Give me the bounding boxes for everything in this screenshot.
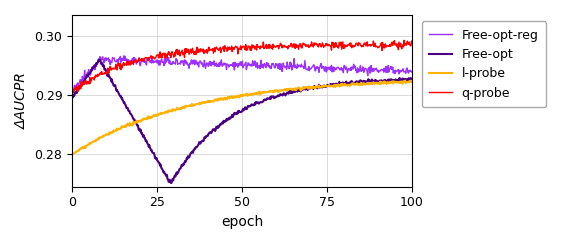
Free-opt-reg <box>120 54 127 57</box>
q-probe <box>409 42 415 45</box>
Line: Free-opt: Free-opt <box>72 60 412 183</box>
q-probe <box>70 91 76 94</box>
l-probe <box>156 113 163 116</box>
Free-opt <box>270 95 277 98</box>
l-probe <box>402 79 409 82</box>
Free-opt <box>129 116 136 119</box>
Free-opt-reg <box>270 62 277 65</box>
Free-opt-reg <box>296 64 303 67</box>
Free-opt-reg <box>409 71 415 74</box>
l-probe <box>129 123 135 126</box>
q-probe <box>129 60 136 63</box>
Free-opt <box>224 119 230 122</box>
Legend: Free-opt-reg, Free-opt, l-probe, q-probe: Free-opt-reg, Free-opt, l-probe, q-probe <box>422 21 546 107</box>
Line: q-probe: q-probe <box>72 40 412 92</box>
Line: Free-opt-reg: Free-opt-reg <box>72 56 412 92</box>
Line: l-probe: l-probe <box>72 81 412 154</box>
Free-opt <box>326 84 333 87</box>
X-axis label: epoch: epoch <box>221 215 263 229</box>
Free-opt-reg <box>157 63 164 66</box>
Free-opt-reg <box>223 68 230 71</box>
l-probe <box>223 98 229 101</box>
Free-opt <box>297 89 303 92</box>
q-probe <box>69 88 75 91</box>
q-probe <box>296 42 303 45</box>
Free-opt <box>168 182 175 184</box>
Free-opt-reg <box>129 57 136 60</box>
Free-opt-reg <box>325 66 332 69</box>
Free-opt <box>69 96 75 99</box>
q-probe <box>270 43 277 46</box>
l-probe <box>269 91 276 93</box>
l-probe <box>409 81 415 83</box>
l-probe <box>325 85 332 88</box>
Free-opt <box>96 58 102 61</box>
Y-axis label: ΔAUCPR: ΔAUCPR <box>15 72 29 129</box>
l-probe <box>296 87 302 90</box>
Free-opt-reg <box>69 91 75 94</box>
q-probe <box>223 48 230 51</box>
q-probe <box>157 51 164 53</box>
l-probe <box>69 152 75 155</box>
Free-opt <box>157 164 164 167</box>
q-probe <box>325 43 332 46</box>
Free-opt <box>409 78 415 81</box>
q-probe <box>401 39 407 42</box>
